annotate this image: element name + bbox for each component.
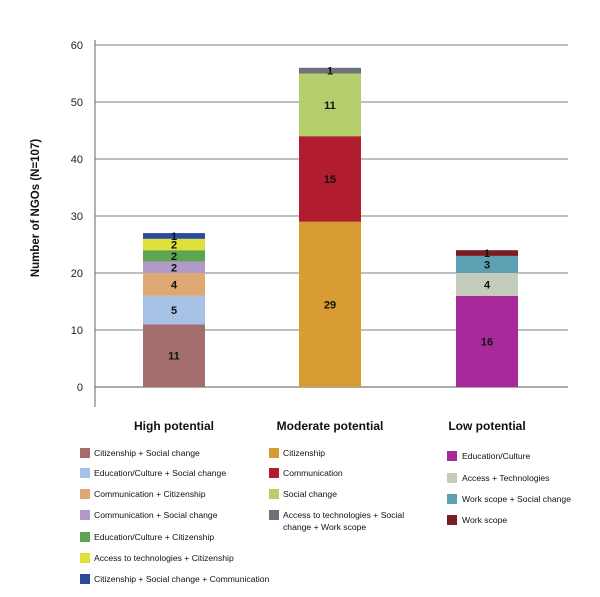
legend-education-culture-citizenship-label: Education/Culture + Citizenship	[94, 532, 214, 542]
bar-segment-high-potential-citizenship-social-change	[143, 324, 205, 387]
bar-segment-moderate-potential-citizenship	[299, 221, 361, 387]
legend-work-scope-swatch	[447, 515, 457, 525]
legend-access-to-technologies-social-change-work-scope-label-line-1: Access to technologies + Social	[283, 510, 404, 520]
y-tick-label-50: 50	[71, 97, 83, 109]
data-label-high-potential-citizenship-social-change-communication: 1	[171, 231, 177, 243]
bar-segment-low-potential-education-culture	[456, 295, 518, 387]
data-label-high-potential-education-culture-citizenship: 2	[171, 251, 177, 263]
bar-segment-high-potential-communication-social-change	[143, 261, 205, 273]
legend-communication-swatch	[269, 468, 279, 478]
legend-access-to-technologies-social-change-work-scope-swatch	[269, 510, 279, 520]
x-category-label-high-potential: High potential	[134, 419, 214, 433]
legend-access-to-technologies-citizenship-label: Access to technologies + Citizenship	[94, 553, 234, 563]
legend-social-change-swatch	[269, 489, 279, 499]
y-tick-label-40: 40	[71, 154, 83, 166]
y-axis-title: Number of NGOs (N=107)	[30, 139, 42, 278]
legend-access-technologies-swatch	[447, 473, 457, 483]
data-label-high-potential-citizenship-social-change: 11	[168, 351, 180, 363]
data-label-high-potential-access-to-technologies-citizenship: 2	[171, 240, 177, 252]
bar-segment-moderate-potential-social-change	[299, 73, 361, 137]
bar-segment-high-potential-communication-citizenship	[143, 273, 205, 296]
bar-segment-low-potential-work-scope	[456, 250, 518, 256]
legend-social-change-label: Social change	[283, 489, 337, 499]
data-label-moderate-potential-social-change: 11	[324, 100, 336, 112]
data-label-moderate-potential-communication: 15	[324, 174, 336, 186]
y-tick-label-0: 0	[77, 382, 83, 394]
legend-education-culture-social-change-swatch	[80, 468, 90, 478]
y-tick-label-20: 20	[71, 268, 83, 280]
legend-access-technologies-label: Access + Technologies	[462, 473, 550, 483]
legend-work-scope-social-change-swatch	[447, 494, 457, 504]
legend-citizenship-social-change-swatch	[80, 448, 90, 458]
legend-citizenship-label: Citizenship	[283, 448, 325, 458]
legend-education-culture-label: Education/Culture	[462, 451, 531, 461]
data-label-moderate-potential-citizenship: 29	[324, 299, 336, 311]
legend-education-culture-social-change-label: Education/Culture + Social change	[94, 468, 226, 478]
bar-segment-low-potential-work-scope-social-change	[456, 255, 518, 273]
x-category-label-moderate-potential: Moderate potential	[277, 419, 384, 433]
legend-access-to-technologies-social-change-work-scope-label: Access to technologies + Social change + …	[283, 510, 404, 532]
legend-communication-label: Communication	[283, 468, 343, 478]
legend-education-culture-citizenship-swatch	[80, 532, 90, 542]
y-tick-label-10: 10	[71, 325, 83, 337]
data-label-high-potential-communication-citizenship: 4	[171, 279, 178, 291]
legend-communication-social-change-swatch	[80, 510, 90, 520]
bar-segment-high-potential-education-culture-citizenship	[143, 250, 205, 262]
legend-work-scope-label: Work scope	[462, 515, 507, 525]
legend-access-to-technologies-citizenship-swatch	[80, 553, 90, 563]
legend-work-scope-social-change-label: Work scope + Social change	[462, 494, 571, 504]
data-label-moderate-potential-access-to-technologies-social-change-work-scope: 1	[327, 66, 333, 78]
bar-segment-moderate-potential-access-to-technologies-social-change-work-scope	[299, 67, 361, 74]
data-label-low-potential-work-scope-social-change: 3	[484, 259, 490, 271]
legend-citizenship-swatch	[269, 448, 279, 458]
legend-citizenship-social-change-communication-swatch	[80, 574, 90, 584]
data-label-high-potential-education-culture-social-change: 5	[171, 305, 177, 317]
y-tick-label-30: 30	[71, 211, 83, 223]
bar-segment-high-potential-education-culture-social-change	[143, 295, 205, 325]
bar-segment-high-potential-citizenship-social-change-communication	[143, 233, 205, 239]
data-label-low-potential-access-technologies: 4	[484, 279, 491, 291]
bar-segment-high-potential-access-to-technologies-citizenship	[143, 238, 205, 251]
legend-citizenship-social-change-communication-label: Citizenship + Social change + Communicat…	[94, 574, 270, 584]
legend-education-culture-swatch	[447, 451, 457, 461]
legend-access-to-technologies-social-change-work-scope-label-line-2: change + Work scope	[283, 522, 366, 532]
x-category-label-low-potential: Low potential	[448, 419, 525, 433]
bar-segment-moderate-potential-communication	[299, 136, 361, 222]
bar-segment-low-potential-access-technologies	[456, 273, 518, 296]
data-label-high-potential-communication-social-change: 2	[171, 262, 177, 274]
legend-citizenship-social-change-label: Citizenship + Social change	[94, 448, 200, 458]
y-tick-label-60: 60	[71, 40, 83, 52]
data-label-low-potential-education-culture: 16	[481, 336, 493, 348]
legend-communication-social-change-label: Communication + Social change	[94, 510, 218, 520]
data-label-low-potential-work-scope: 1	[484, 248, 490, 260]
legend-communication-citizenship-swatch	[80, 489, 90, 499]
legend-communication-citizenship-label: Communication + Citizenship	[94, 489, 206, 499]
